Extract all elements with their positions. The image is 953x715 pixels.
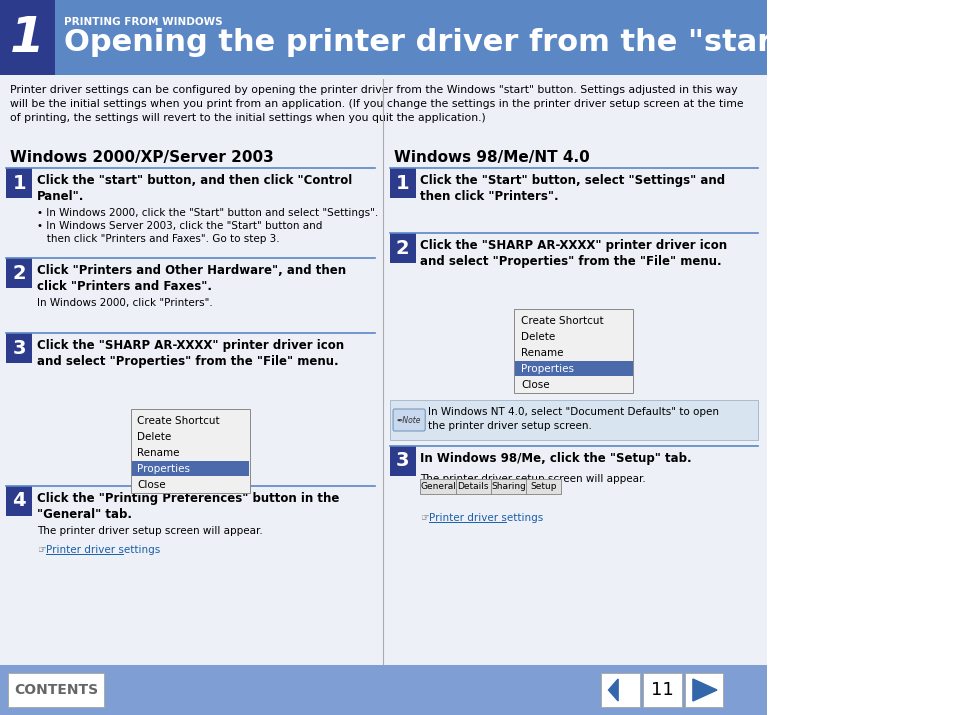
Text: Windows 98/Me/NT 4.0: Windows 98/Me/NT 4.0 (394, 150, 589, 165)
Text: 1: 1 (12, 174, 26, 192)
Bar (490, 479, 525, 494)
Bar (7, 486, 32, 516)
Text: Rename: Rename (137, 448, 180, 458)
Text: 1: 1 (10, 14, 45, 61)
Text: 11: 11 (650, 681, 673, 699)
Text: Delete: Delete (520, 332, 555, 342)
Bar (514, 309, 633, 393)
Text: Click "Printers and Other Hardware", and then
click "Printers and Faxes".: Click "Printers and Other Hardware", and… (37, 264, 346, 293)
Bar (420, 479, 560, 494)
Bar (420, 479, 456, 494)
Bar (514, 309, 633, 393)
Bar (0, 0, 766, 75)
Bar (642, 673, 681, 707)
Text: PRINTING FROM WINDOWS: PRINTING FROM WINDOWS (64, 17, 223, 27)
Polygon shape (692, 679, 717, 701)
Text: Close: Close (137, 480, 166, 490)
Bar (131, 409, 250, 493)
Bar (420, 479, 560, 494)
Bar (0, 665, 766, 715)
Text: 1: 1 (395, 174, 409, 192)
Bar (131, 409, 250, 493)
Bar (390, 400, 758, 440)
Text: Windows 2000/XP/Server 2003: Windows 2000/XP/Server 2003 (10, 150, 274, 165)
Text: Properties: Properties (137, 464, 191, 474)
Text: Properties: Properties (520, 364, 574, 374)
Bar (0, 0, 54, 75)
Text: Close: Close (520, 380, 549, 390)
Text: Create Shortcut: Create Shortcut (137, 416, 220, 426)
Text: Opening the printer driver from the "start" button: Opening the printer driver from the "sta… (64, 28, 928, 57)
Bar (525, 479, 560, 494)
Bar (0, 75, 766, 665)
Text: Click the "SHARP AR-XXXX" printer driver icon
and select "Properties" from the ": Click the "SHARP AR-XXXX" printer driver… (37, 339, 344, 368)
Text: Create Shortcut: Create Shortcut (520, 316, 603, 326)
Bar (7, 168, 32, 198)
Text: ☞: ☞ (420, 513, 429, 523)
Text: CONTENTS: CONTENTS (14, 683, 98, 697)
Text: 4: 4 (12, 491, 26, 511)
Text: The printer driver setup screen will appear.: The printer driver setup screen will app… (37, 526, 262, 536)
Text: Printer driver settings: Printer driver settings (429, 513, 543, 523)
Text: The printer driver setup screen will appear.: The printer driver setup screen will app… (420, 474, 645, 484)
Bar (456, 479, 490, 494)
Text: 2: 2 (12, 264, 26, 282)
Bar (8, 673, 105, 707)
Text: Sharing: Sharing (491, 482, 525, 491)
Text: Setup: Setup (530, 482, 557, 491)
Bar (390, 168, 416, 198)
Text: Delete: Delete (137, 432, 172, 442)
Polygon shape (608, 679, 618, 701)
FancyBboxPatch shape (393, 409, 425, 431)
Text: 3: 3 (395, 451, 409, 470)
Bar (7, 258, 32, 288)
Text: General: General (419, 482, 456, 491)
Text: • In Windows 2000, click the "Start" button and select "Settings".
• In Windows : • In Windows 2000, click the "Start" but… (37, 208, 377, 245)
Bar (684, 673, 722, 707)
Text: 2: 2 (395, 239, 409, 257)
Bar (132, 461, 249, 476)
Text: Details: Details (456, 482, 488, 491)
Text: In Windows 2000, click "Printers".: In Windows 2000, click "Printers". (37, 298, 213, 308)
Text: In Windows 98/Me, click the "Setup" tab.: In Windows 98/Me, click the "Setup" tab. (420, 452, 691, 465)
Text: Click the "Start" button, select "Settings" and
then click "Printers".: Click the "Start" button, select "Settin… (420, 174, 725, 203)
Bar (390, 233, 416, 263)
Bar (390, 400, 758, 440)
Bar (390, 446, 416, 476)
Bar (7, 333, 32, 363)
Text: ☞: ☞ (37, 545, 46, 555)
Text: Click the "Printing Preferences" button in the
"General" tab.: Click the "Printing Preferences" button … (37, 492, 339, 521)
Text: Click the "SHARP AR-XXXX" printer driver icon
and select "Properties" from the ": Click the "SHARP AR-XXXX" printer driver… (420, 239, 727, 268)
Text: In Windows NT 4.0, select "Document Defaults" to open
the printer driver setup s: In Windows NT 4.0, select "Document Defa… (428, 407, 719, 431)
Text: Printer driver settings: Printer driver settings (46, 545, 160, 555)
Text: Printer driver settings can be configured by opening the printer driver from the: Printer driver settings can be configure… (10, 85, 742, 123)
Bar (515, 361, 632, 376)
Text: ✒Note: ✒Note (396, 415, 421, 425)
Text: 3: 3 (12, 338, 26, 358)
Text: Rename: Rename (520, 348, 563, 358)
Text: Click the "start" button, and then click "Control
Panel".: Click the "start" button, and then click… (37, 174, 352, 203)
Bar (600, 673, 639, 707)
